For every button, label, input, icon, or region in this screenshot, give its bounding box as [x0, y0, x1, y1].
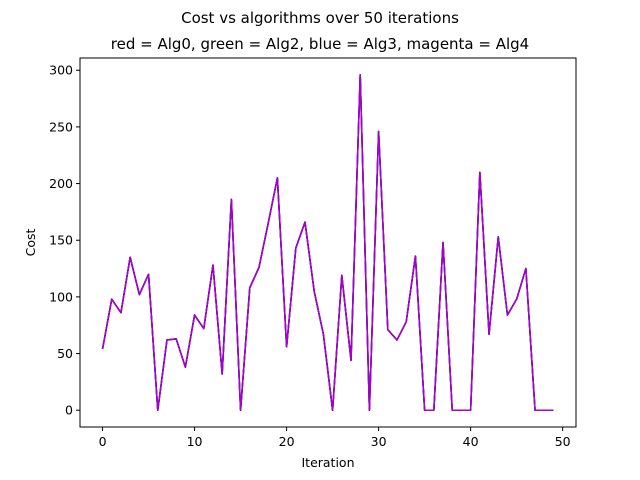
x-axis-label: Iteration: [301, 455, 354, 470]
series-line-alg3: [101, 74, 554, 411]
y-tick-label: 0: [65, 403, 73, 418]
y-tick-label: 200: [49, 176, 73, 191]
chart-subtitle: red = Alg0, green = Alg2, blue = Alg3, m…: [111, 35, 529, 53]
x-tick-label: 50: [555, 434, 571, 449]
x-tick-label: 10: [187, 434, 203, 449]
x-tick-label: 20: [279, 434, 295, 449]
ticks-layer: 0 10 20 30 40 50 0 50 100 150 200 250 300: [49, 63, 571, 449]
y-tick-label: 100: [49, 289, 73, 304]
series-line-alg4: [101, 74, 554, 411]
y-tick-label: 50: [57, 346, 73, 361]
x-tick-label: 0: [99, 434, 107, 449]
series-line-alg0: [101, 74, 554, 411]
y-axis-label: Cost: [23, 229, 38, 257]
y-tick-label: 250: [49, 119, 73, 134]
y-tick-label: 300: [49, 63, 73, 78]
chart-title: Cost vs algorithms over 50 iterations: [181, 9, 459, 27]
series-line-alg2: [101, 74, 554, 411]
plot-frame: [79, 57, 577, 428]
y-tick-label: 150: [49, 233, 73, 248]
x-tick-label: 30: [371, 434, 387, 449]
x-tick-label: 40: [463, 434, 479, 449]
series-layer: [101, 74, 554, 411]
